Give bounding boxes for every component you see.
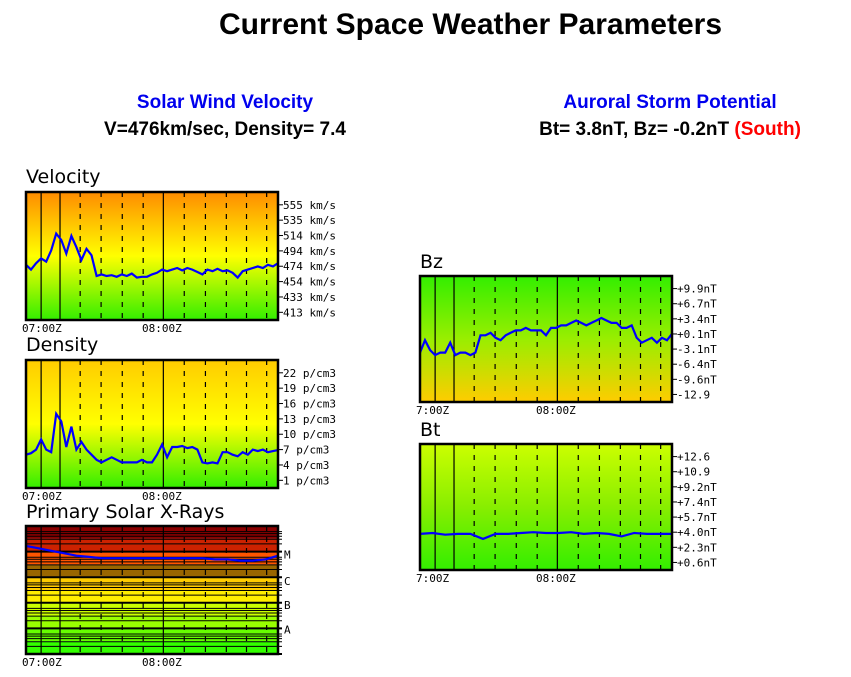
svg-text:08:00Z: 08:00Z	[142, 322, 182, 335]
bz-plot: +9.9nT +6.7nT +3.4nT +0.1nT -3.1nT -6.4nT -9.6…	[416, 274, 717, 417]
density-chart[interactable]: 22 p/cm3 19 p/cm3 16 p/cm3 13 p/cm3 10 p/cm3…	[22, 358, 358, 504]
svg-text:22 p/cm3: 22 p/cm3	[283, 367, 336, 380]
svg-text:555 km/s: 555 km/s	[283, 199, 336, 212]
svg-text:B: B	[284, 599, 291, 612]
svg-text:07:00Z: 07:00Z	[22, 322, 62, 335]
svg-text:+7.4nT: +7.4nT	[677, 496, 717, 509]
svg-text:-6.4nT: -6.4nT	[677, 358, 717, 371]
svg-text:C: C	[284, 575, 291, 588]
auroral-values-text: Bt= 3.8nT, Bz= -0.2nT	[539, 119, 730, 140]
svg-text:7 p/cm3: 7 p/cm3	[283, 444, 329, 457]
velocity-chart-title: Velocity	[26, 166, 101, 188]
density-series-line	[25, 410, 279, 465]
svg-text:A: A	[284, 623, 291, 636]
svg-text:1 p/cm3: 1 p/cm3	[283, 474, 329, 487]
svg-text:-9.6nT: -9.6nT	[677, 373, 717, 386]
bz-chart-title: Bz	[420, 251, 444, 273]
svg-text:454 km/s: 454 km/s	[283, 276, 336, 289]
bt-plot: +12.6 +10.9 +9.2nT +7.4nT +5.7nT +4.0nT +2.3nT…	[416, 442, 717, 585]
svg-text:08:00Z: 08:00Z	[536, 572, 576, 585]
svg-text:07:00Z: 07:00Z	[22, 656, 62, 669]
svg-text:+4.0nT: +4.0nT	[677, 526, 717, 539]
auroral-values: Bt= 3.8nT, Bz= -0.2nT (South)	[490, 119, 850, 141]
svg-text:08:00Z: 08:00Z	[142, 656, 182, 669]
svg-text:13 p/cm3: 13 p/cm3	[283, 413, 336, 426]
svg-text:19 p/cm3: 19 p/cm3	[283, 382, 336, 395]
auroral-heading[interactable]: Auroral Storm Potential	[563, 92, 777, 113]
bt-chart-title: Bt	[420, 419, 441, 441]
auroral-header: Auroral Storm Potential Bt= 3.8nT, Bz= -…	[490, 92, 850, 141]
svg-text:474 km/s: 474 km/s	[283, 260, 336, 273]
bt-chart[interactable]: +12.6 +10.9 +9.2nT +7.4nT +5.7nT +4.0nT +2.3nT…	[416, 442, 752, 586]
velocity-plot: 555 km/s 535 km/s 514 km/s 494 km/s 474 km/s…	[22, 190, 336, 335]
svg-text:494 km/s: 494 km/s	[283, 245, 336, 258]
density-plot: 22 p/cm3 19 p/cm3 16 p/cm3 13 p/cm3 10 p/cm3…	[22, 358, 336, 503]
svg-text:08:00Z: 08:00Z	[536, 404, 576, 417]
velocity-chart[interactable]: 555 km/s 535 km/s 514 km/s 494 km/s 474 km/s…	[22, 190, 358, 336]
bz-chart[interactable]: +9.9nT +6.7nT +3.4nT +0.1nT -3.1nT -6.4nT -9.6…	[416, 274, 752, 418]
svg-text:-12.9: -12.9	[677, 388, 710, 401]
solar-wind-header: Solar Wind Velocity V=476km/sec, Density…	[60, 92, 390, 141]
svg-text:+5.7nT: +5.7nT	[677, 511, 717, 524]
svg-text:7:00Z: 7:00Z	[416, 404, 449, 417]
velocity-series-line	[25, 231, 279, 280]
svg-text:+9.9nT: +9.9nT	[677, 283, 717, 296]
bz-direction: (South)	[734, 119, 801, 140]
svg-text:07:00Z: 07:00Z	[22, 490, 62, 503]
page-title: Current Space Weather Parameters	[219, 8, 722, 41]
svg-text:514 km/s: 514 km/s	[283, 230, 336, 243]
svg-text:4 p/cm3: 4 p/cm3	[283, 459, 329, 472]
svg-text:16 p/cm3: 16 p/cm3	[283, 398, 336, 411]
svg-text:7:00Z: 7:00Z	[416, 572, 449, 585]
svg-text:+0.1nT: +0.1nT	[677, 328, 717, 341]
solar-wind-heading[interactable]: Solar Wind Velocity	[136, 92, 314, 113]
svg-text:+12.6: +12.6	[677, 451, 710, 464]
svg-text:-3.1nT: -3.1nT	[677, 343, 717, 356]
svg-text:+2.3nT: +2.3nT	[677, 541, 717, 554]
svg-text:433 km/s: 433 km/s	[283, 291, 336, 304]
svg-text:08:00Z: 08:00Z	[142, 490, 182, 503]
svg-text:10 p/cm3: 10 p/cm3	[283, 428, 336, 441]
density-chart-title: Density	[26, 334, 99, 356]
xray-chart-title: Primary Solar X-Rays	[26, 501, 225, 523]
svg-text:+3.4nT: +3.4nT	[677, 313, 717, 326]
svg-text:+0.6nT: +0.6nT	[677, 556, 717, 569]
xray-chart[interactable]: M C B A 07:00Z 08:00Z	[22, 524, 308, 670]
svg-text:+10.9: +10.9	[677, 466, 710, 479]
svg-text:535 km/s: 535 km/s	[283, 214, 336, 227]
bt-series-line	[419, 531, 672, 541]
solar-wind-values: V=476km/sec, Density= 7.4	[104, 119, 346, 140]
svg-text:+6.7nT: +6.7nT	[677, 298, 717, 311]
svg-text:M: M	[284, 549, 291, 562]
svg-text:413 km/s: 413 km/s	[283, 306, 336, 319]
bz-series-line	[418, 316, 673, 357]
svg-text:+9.2nT: +9.2nT	[677, 481, 717, 494]
